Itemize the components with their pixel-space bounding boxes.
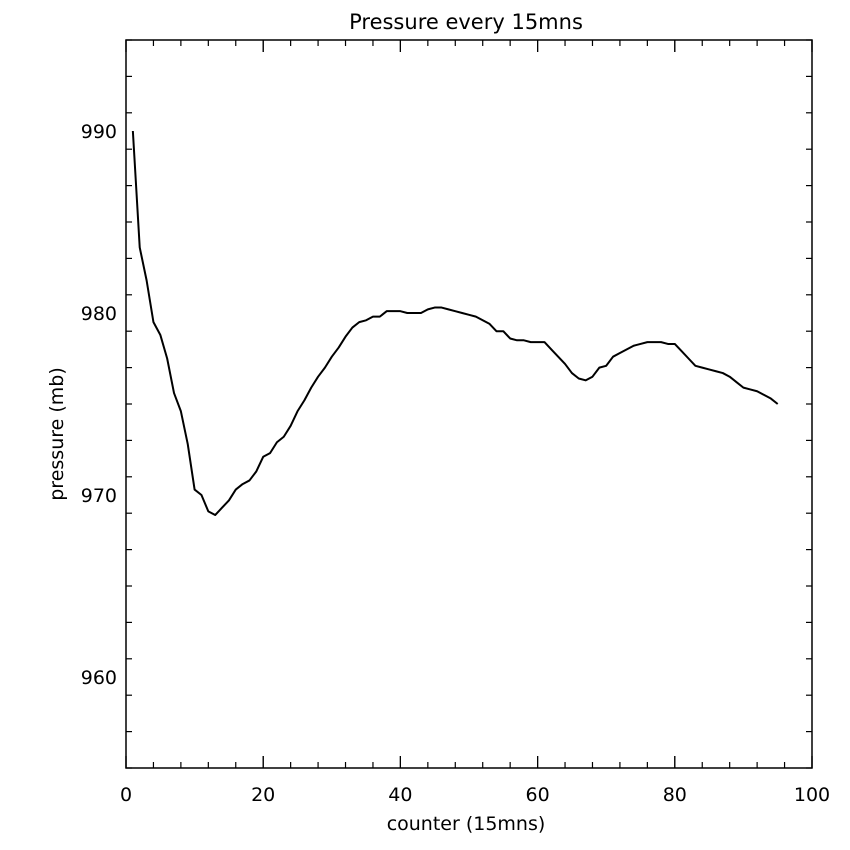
x-axis-label: counter (15mns) — [387, 813, 546, 835]
series-lines — [131, 130, 779, 517]
y-axis-label: pressure (mb) — [46, 367, 68, 501]
y-tick-labels: 960 970 980 990 — [81, 121, 117, 689]
y-tick-label: 960 — [81, 667, 117, 689]
plot-axes — [125, 39, 813, 769]
y-tick-label: 970 — [81, 485, 117, 507]
x-tick-label: 80 — [663, 784, 687, 806]
y-tick-label: 980 — [81, 303, 117, 325]
x-tick-label: 40 — [388, 784, 412, 806]
x-tick-label: 100 — [794, 784, 830, 806]
y-tick-label: 990 — [81, 121, 117, 143]
x-tick-label: 0 — [120, 784, 132, 806]
x-tick-labels: 0 20 40 60 80 100 — [120, 784, 830, 806]
x-tick-label: 20 — [251, 784, 275, 806]
axis-ticks — [125, 39, 813, 769]
plot-frame — [125, 39, 813, 769]
pressure-series-line — [131, 130, 779, 517]
chart-title: Pressure every 15mns — [349, 10, 583, 34]
x-tick-label: 60 — [526, 784, 550, 806]
